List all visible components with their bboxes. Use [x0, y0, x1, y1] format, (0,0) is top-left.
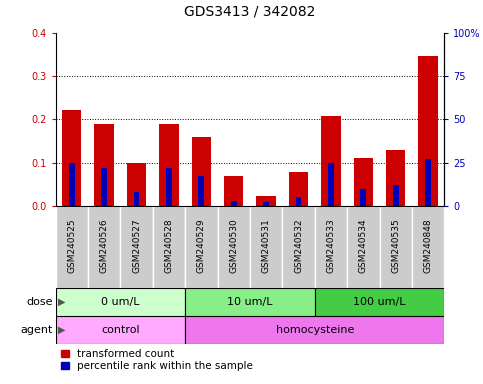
Text: GSM240848: GSM240848	[424, 218, 433, 273]
Bar	[283, 206, 315, 288]
Text: GSM240526: GSM240526	[99, 218, 109, 273]
Bar	[134, 192, 140, 206]
Bar	[315, 206, 347, 288]
Text: control: control	[101, 325, 140, 335]
Bar	[256, 196, 276, 206]
Bar	[127, 164, 146, 206]
Bar	[56, 288, 185, 316]
Text: 10 um/L: 10 um/L	[227, 297, 273, 307]
Bar	[159, 124, 179, 206]
Bar	[56, 316, 185, 344]
Text: 100 um/L: 100 um/L	[353, 297, 406, 307]
Bar	[250, 206, 283, 288]
Bar	[360, 189, 366, 206]
Bar	[56, 206, 88, 288]
Bar	[153, 206, 185, 288]
Text: GSM240532: GSM240532	[294, 218, 303, 273]
Bar	[88, 206, 120, 288]
Bar	[418, 56, 438, 206]
Text: GDS3413 / 342082: GDS3413 / 342082	[185, 5, 315, 18]
Bar	[185, 316, 444, 344]
Bar	[328, 162, 334, 206]
Bar	[321, 116, 341, 206]
Text: GSM240535: GSM240535	[391, 218, 400, 273]
Bar	[425, 159, 431, 206]
Bar	[380, 206, 412, 288]
Text: GSM240528: GSM240528	[164, 218, 173, 273]
Bar	[101, 168, 107, 206]
Text: GSM240525: GSM240525	[67, 218, 76, 273]
Text: 0 um/L: 0 um/L	[101, 297, 140, 307]
Bar	[95, 124, 114, 206]
Text: GSM240533: GSM240533	[327, 218, 336, 273]
Bar	[354, 158, 373, 206]
Bar	[289, 172, 308, 206]
Text: GSM240534: GSM240534	[359, 218, 368, 273]
Text: GSM240530: GSM240530	[229, 218, 238, 273]
Text: GSM240529: GSM240529	[197, 218, 206, 273]
Bar	[120, 206, 153, 288]
Text: ▶: ▶	[58, 297, 66, 307]
Bar	[199, 176, 204, 206]
Bar	[296, 197, 301, 206]
Text: agent: agent	[21, 325, 53, 335]
Bar	[412, 206, 444, 288]
Bar	[166, 168, 172, 206]
Bar	[231, 200, 237, 206]
Legend: transformed count, percentile rank within the sample: transformed count, percentile rank withi…	[58, 347, 256, 373]
Bar	[69, 162, 75, 206]
Bar	[386, 151, 405, 206]
Bar	[192, 137, 211, 206]
Text: homocysteine: homocysteine	[276, 325, 354, 335]
Bar	[185, 288, 315, 316]
Bar	[347, 206, 380, 288]
Text: GSM240527: GSM240527	[132, 218, 141, 273]
Text: ▶: ▶	[58, 325, 66, 335]
Bar	[62, 110, 82, 206]
Bar	[185, 206, 217, 288]
Bar	[393, 185, 398, 206]
Bar	[315, 288, 444, 316]
Text: GSM240531: GSM240531	[262, 218, 270, 273]
Bar	[263, 202, 269, 206]
Text: dose: dose	[27, 297, 53, 307]
Bar	[224, 176, 243, 206]
Bar	[217, 206, 250, 288]
